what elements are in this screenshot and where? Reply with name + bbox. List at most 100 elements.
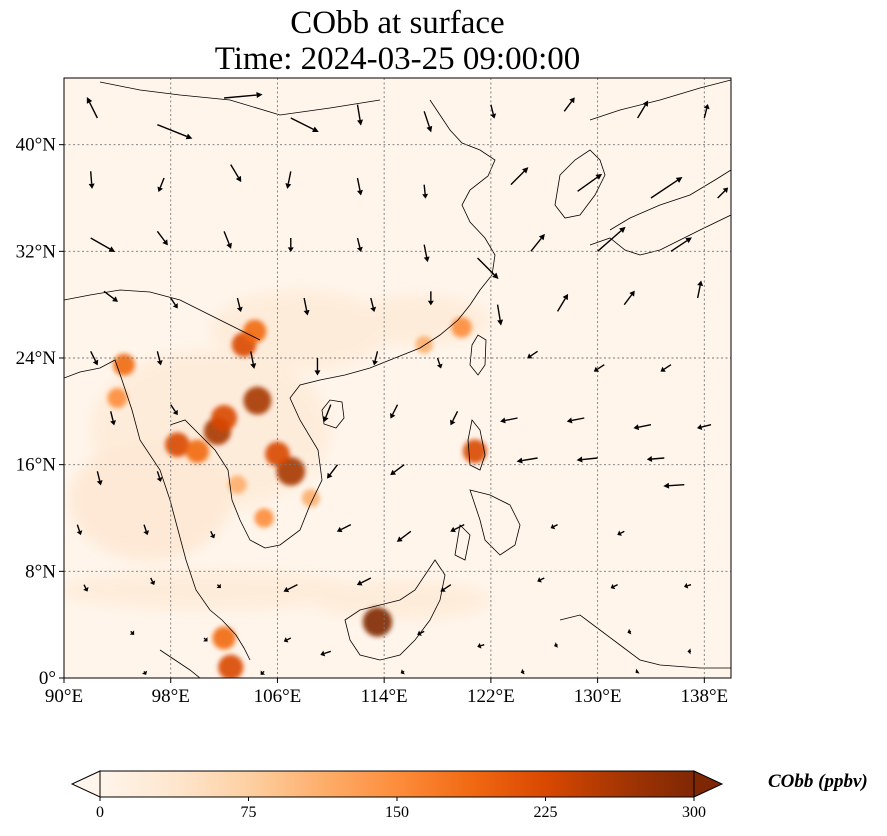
- wind-arrow: [83, 584, 89, 592]
- wind-arrow: [157, 124, 193, 140]
- wind-arrow: [660, 364, 672, 372]
- wind-arrow: [650, 177, 683, 199]
- wind-arrow: [500, 417, 518, 424]
- lon-tick-label: 90°E: [45, 686, 83, 707]
- wind-arrow: [322, 404, 332, 423]
- wind-arrow: [156, 471, 163, 482]
- lat-tick-label: 24°N: [16, 348, 57, 369]
- wind-arrow: [593, 364, 605, 372]
- wind-arrow: [290, 117, 319, 132]
- wind-arrow: [336, 524, 352, 533]
- wind-arrow: [490, 104, 497, 119]
- wind-arrow: [287, 238, 294, 252]
- wind-arrow: [156, 230, 168, 246]
- chart-title-line-1: CObb at surface: [290, 5, 505, 41]
- wind-arrow: [436, 357, 443, 369]
- wind-arrow: [320, 650, 332, 657]
- wind-arrow: [646, 456, 665, 462]
- wind-arrow: [450, 524, 465, 533]
- wind-arrow: [527, 350, 538, 359]
- wind-arrow: [88, 171, 95, 189]
- colorbar-ramp: [99, 770, 695, 798]
- wind-arrow: [637, 100, 649, 119]
- wind-arrow: [372, 351, 379, 366]
- wind-arrow: [670, 237, 692, 252]
- wind-arrow: [516, 457, 538, 464]
- wind-arrow: [663, 482, 685, 489]
- emission-hotspots: [107, 317, 487, 678]
- wind-arrow: [417, 630, 425, 636]
- emission-hotspot: [228, 475, 247, 494]
- wind-arrow: [129, 630, 135, 635]
- wind-arrow: [577, 173, 603, 192]
- wind-arrow: [477, 257, 499, 279]
- map-content: [64, 78, 731, 678]
- emission-hotspot: [265, 441, 290, 467]
- wind-arrow: [687, 648, 691, 655]
- lat-tick-label: 8°N: [25, 561, 56, 582]
- emission-hotspot: [243, 386, 272, 415]
- wind-arrow: [566, 417, 585, 424]
- wind-arrow: [86, 97, 98, 119]
- wind-arrow: [141, 670, 148, 675]
- colorbar-tick-label: 300: [682, 804, 706, 821]
- wind-arrow: [396, 530, 412, 542]
- emission-hotspot: [362, 607, 393, 637]
- wind-arrow: [224, 92, 263, 99]
- colorbar-label: CObb (ppbv): [768, 771, 868, 792]
- colorbar-tick-label: 75: [241, 804, 257, 821]
- wind-arrow: [400, 669, 405, 675]
- wind-arrow: [143, 524, 150, 536]
- wind-arrow: [696, 423, 712, 430]
- wind-arrow: [422, 184, 429, 199]
- wind-arrow: [617, 530, 625, 536]
- wind-arrow: [103, 290, 119, 302]
- wind-arrow: [550, 523, 558, 530]
- wind-arrow: [389, 404, 399, 419]
- wind-arrow: [510, 167, 529, 186]
- wind-arrow: [717, 187, 729, 199]
- wind-arrow: [285, 171, 292, 189]
- wind-arrow: [76, 524, 83, 536]
- wind-arrow: [477, 642, 485, 649]
- wind-arrow: [356, 177, 363, 196]
- lon-tick-label: 122°E: [467, 686, 515, 707]
- wind-arrow: [283, 637, 292, 643]
- gridlines: [64, 78, 731, 678]
- wind-arrow: [576, 456, 598, 463]
- wind-arrow: [209, 531, 216, 539]
- wind-arrow: [423, 111, 433, 133]
- wind-arrow: [170, 297, 178, 309]
- emission-hotspot: [211, 405, 238, 431]
- wind-arrow: [356, 237, 363, 252]
- wind-arrow: [556, 293, 569, 312]
- wind-arrow: [450, 411, 459, 426]
- emission-hotspot: [185, 439, 210, 464]
- lat-tick-label: 16°N: [16, 455, 57, 476]
- wind-arrow: [370, 297, 377, 312]
- colorbar-tick-label: 225: [534, 804, 558, 821]
- colorbar-ticks: 0 75 150 225 300: [96, 797, 706, 821]
- emission-hotspot: [415, 336, 433, 354]
- emission-hotspot: [212, 626, 236, 650]
- wind-arrow: [537, 577, 545, 583]
- wind-arrow: [390, 464, 405, 476]
- emission-hotspot: [462, 439, 487, 464]
- wind-arrow: [696, 280, 704, 299]
- wind-arrow: [236, 297, 243, 312]
- wind-arrow: [440, 584, 452, 592]
- longitude-axis: 90°E 98°E 106°E 114°E 122°E 130°E 138°E: [45, 678, 728, 707]
- wind-arrow: [703, 104, 710, 119]
- wind-arrow: [149, 577, 156, 585]
- lon-tick-label: 98°E: [152, 686, 190, 707]
- wind-arrow: [223, 231, 232, 249]
- lon-tick-label: 106°E: [254, 686, 302, 707]
- wind-arrow: [610, 583, 618, 590]
- emission-hotspot: [107, 388, 128, 408]
- wind-arrow: [496, 304, 504, 326]
- latitude-axis: 0° 8°N 16°N 24°N 32°N 40°N: [16, 135, 64, 689]
- lat-tick-label: 32°N: [16, 241, 57, 262]
- wind-arrow: [110, 411, 116, 426]
- wind-arrow: [216, 583, 221, 589]
- colorbar: 0 75 150 225 300: [70, 770, 724, 821]
